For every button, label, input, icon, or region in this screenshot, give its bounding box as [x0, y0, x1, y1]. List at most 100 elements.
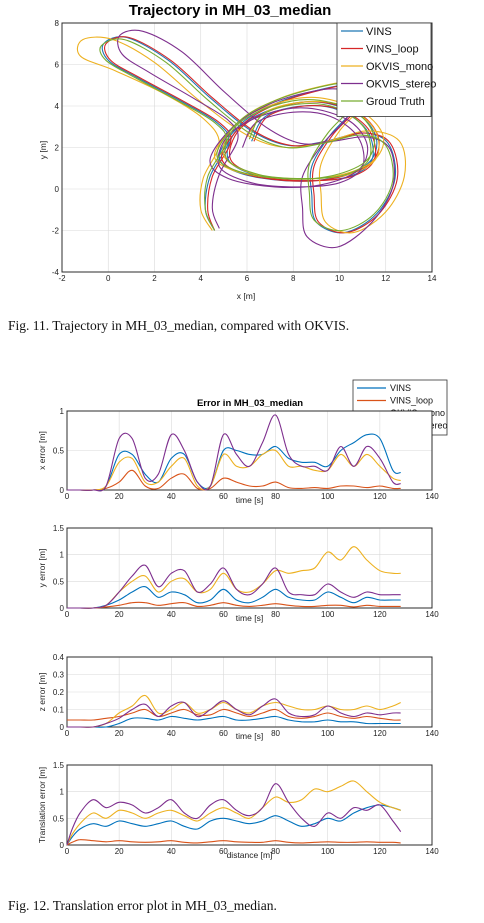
legend-entry: VINS — [366, 26, 392, 38]
x-tick-label: 60 — [219, 610, 228, 619]
error-subplot: 0 20 40 60 80 100 120 140 0 0.5 1 time [s] x error [… — [37, 407, 439, 505]
y-axis-label: x error [m] — [37, 431, 47, 470]
x-axis-label: time [s] — [236, 731, 263, 741]
axes-border — [66, 410, 433, 491]
legend-entry: OKVIS_mono — [366, 61, 433, 73]
y-tick-label: 0.5 — [53, 814, 65, 823]
x-tick-label: 0 — [65, 847, 70, 856]
x-tick-label: 0 — [65, 729, 70, 738]
trajectory-legend: VINS VINS_loop OKVIS_mono OKVIS_stereo Groud… — [336, 22, 436, 117]
error-line-vins — [67, 586, 401, 609]
axes-border — [61, 22, 433, 273]
error-line-vins — [66, 433, 401, 491]
x-tick-label: 20 — [115, 847, 124, 856]
y-tick-label: 0 — [60, 486, 65, 495]
y-tick-label: 4 — [55, 102, 60, 111]
x-axis-label: time [s] — [236, 495, 263, 505]
x-tick-label: 120 — [373, 729, 387, 738]
x-tick-label: 20 — [115, 729, 124, 738]
error-line-vins — [66, 804, 401, 846]
x-tick-label: 20 — [115, 610, 124, 619]
x-tick-label: 4 — [199, 274, 204, 283]
legend-entry: Groud Truth — [366, 96, 425, 108]
axes-border — [66, 656, 433, 728]
y-axis-label: y error [m] — [37, 549, 47, 588]
x-tick-label: 120 — [373, 492, 387, 501]
x-tick-label: 0 — [106, 274, 111, 283]
x-tick-label: 60 — [219, 729, 228, 738]
y-tick-label: 2 — [55, 144, 60, 153]
x-tick-label: 2 — [152, 274, 157, 283]
x-tick-label: 10 — [335, 274, 344, 283]
y-axis-label: z error [m] — [37, 673, 47, 712]
x-tick-label: 20 — [115, 492, 124, 501]
error-line-okvis-stereo — [66, 783, 402, 846]
x-tick-label: 60 — [219, 492, 228, 501]
legend-entry: VINS_loop — [390, 396, 433, 406]
y-tick-label: 1.5 — [53, 524, 65, 533]
x-tick-label: 8 — [291, 274, 296, 283]
y-tick-label: 0.5 — [53, 447, 65, 456]
error-line-okvis-mono — [66, 449, 401, 491]
y-tick-label: -4 — [52, 268, 60, 277]
x-tick-label: 100 — [321, 492, 335, 501]
y-tick-label: 0.1 — [53, 706, 65, 715]
x-tick-label: 80 — [271, 847, 280, 856]
x-tick-label: 140 — [425, 847, 439, 856]
x-tick-label: 120 — [373, 847, 387, 856]
y-tick-label: 8 — [55, 19, 60, 28]
error-line-vins-loop — [66, 839, 401, 846]
x-tick-label: 0 — [65, 610, 70, 619]
y-tick-label: 0.5 — [53, 577, 65, 586]
chart-title: Trajectory in MH_03_median — [129, 2, 332, 19]
x-tick-label: 80 — [271, 729, 280, 738]
error-line-vins — [66, 715, 401, 728]
x-tick-label: 40 — [167, 847, 176, 856]
x-tick-label: -2 — [58, 274, 66, 283]
axes-border — [66, 764, 433, 846]
error-line-vins-loop — [67, 601, 401, 609]
y-tick-label: 6 — [55, 61, 60, 70]
y-tick-label: 0 — [60, 604, 65, 613]
error-line-okvis-stereo — [67, 564, 401, 609]
trajectory-plot-area: -2 0 2 4 6 8 10 12 14-4-202468VINSVINS_loopOKVIS… — [52, 19, 437, 283]
x-axis-label: time [s] — [236, 613, 263, 623]
y-tick-label: 0.2 — [53, 688, 65, 697]
x-tick-label: 12 — [381, 274, 390, 283]
y-tick-label: 1.5 — [53, 761, 65, 770]
x-tick-label: 60 — [219, 847, 228, 856]
error-subplot: 0 20 40 60 80 100 120 140 0 0.5 1 1.5 time [s] y erro… — [37, 524, 439, 623]
x-tick-label: 120 — [373, 610, 387, 619]
x-tick-label: 140 — [425, 610, 439, 619]
y-tick-label: 0.4 — [53, 653, 65, 662]
x-tick-label: 100 — [321, 729, 335, 738]
axes-border — [66, 527, 433, 609]
y-tick-label: 1 — [60, 407, 65, 416]
trajectory-figure: Trajectory in MH_03_median -2 0 2 4 6 8 10 12 14… — [38, 2, 437, 301]
y-axis-label: y [m] — [38, 141, 48, 159]
y-tick-label: 0 — [60, 841, 65, 850]
axes-frame — [66, 764, 433, 846]
x-tick-label: 140 — [425, 729, 439, 738]
y-tick-label: 1 — [60, 788, 65, 797]
y-tick-label: 0 — [55, 185, 60, 194]
y-axis-label: Translation error [m] — [37, 767, 47, 843]
legend-entry: VINS — [390, 383, 411, 393]
x-tick-label: 140 — [425, 492, 439, 501]
axes-frame — [66, 527, 433, 609]
x-axis-label: x [m] — [237, 291, 255, 301]
figure-12-caption: Fig. 12. Translation error plot in MH_03… — [8, 898, 277, 913]
x-tick-label: 40 — [167, 610, 176, 619]
error-line-okvis-stereo — [66, 414, 401, 492]
x-tick-label: 0 — [65, 492, 70, 501]
legend-entry: VINS_loop — [366, 44, 419, 56]
x-tick-label: 6 — [245, 274, 250, 283]
x-tick-label: 80 — [271, 492, 280, 501]
y-tick-label: 0 — [60, 723, 65, 732]
y-tick-label: 1 — [60, 551, 65, 560]
error-subplot: 0 20 40 60 80 100 120 140 0 0.1 0.2 0.3 0.4 time [s] z… — [37, 653, 439, 741]
error-line-okvis-stereo — [66, 698, 401, 728]
figure-11-caption: Fig. 11. Trajectory in MH_03_median, com… — [8, 318, 350, 333]
